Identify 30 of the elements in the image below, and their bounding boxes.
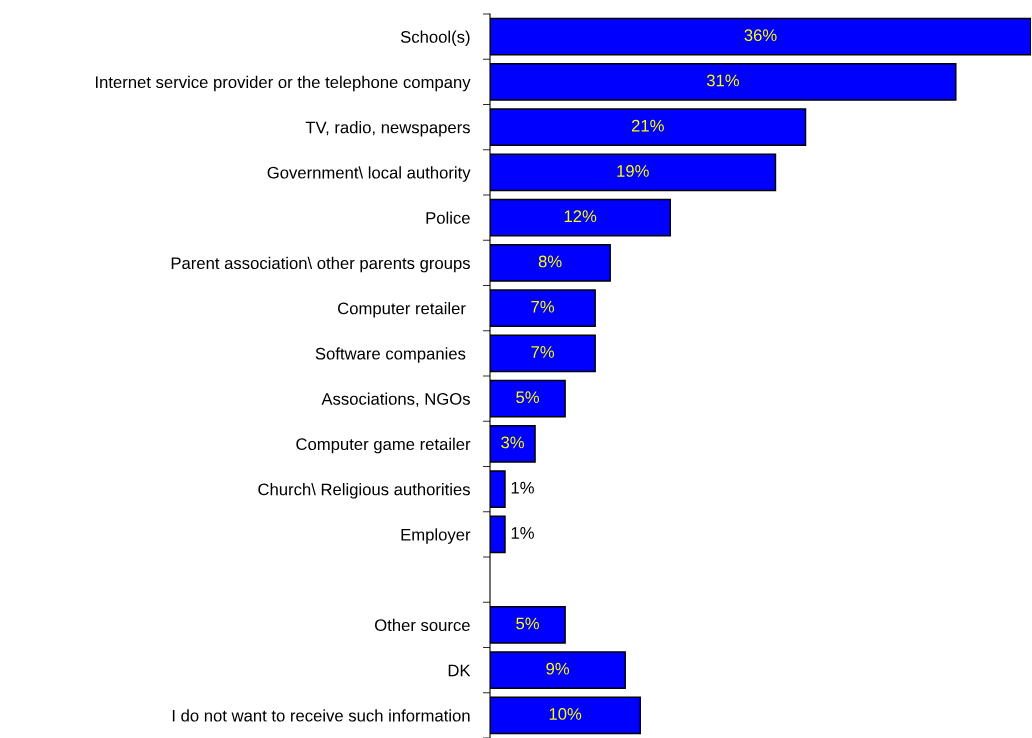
data-label: 19% [617,165,649,177]
data-label: 7% [531,300,555,313]
y-tick-label: School(s) [400,30,470,47]
data-label: 31% [706,74,739,87]
y-tick-label: Parent association\ other parents groups [171,256,470,273]
data-label: 36% [744,29,777,42]
data-label: 3% [501,436,524,449]
data-label: 21% [631,119,664,132]
data-label: 8% [538,255,562,268]
data-label: 10% [549,708,582,720]
data-label: 7% [531,346,555,358]
y-tick-label: I do not want to receive such information [172,709,470,722]
data-label: 5% [516,391,540,404]
y-tick-label: Associations, NGOs [321,392,470,407]
y-tick-label: Police [426,211,470,224]
y-tick-label: Internet service provider or the telephone company [95,75,471,92]
y-tick-label: Computer game retailer [296,437,471,454]
y-tick-label: TV, radio, newspapers [305,121,470,137]
data-label: 5% [516,617,540,630]
y-tick-label: Other source [375,618,470,632]
y-tick-label: Church\ Religious authorities [258,483,470,499]
y-tick-label: Employer [401,528,471,544]
data-label: 9% [546,662,570,675]
y-tick-label: Computer retailer [338,302,466,318]
data-label: 12% [564,210,597,223]
y-tick-label: DK [448,664,471,677]
data-label: 1% [511,481,534,494]
y-tick-label: Government\ local authority [267,166,471,182]
data-label: 1% [511,527,534,539]
y-tick-label: Software companies [315,347,466,363]
